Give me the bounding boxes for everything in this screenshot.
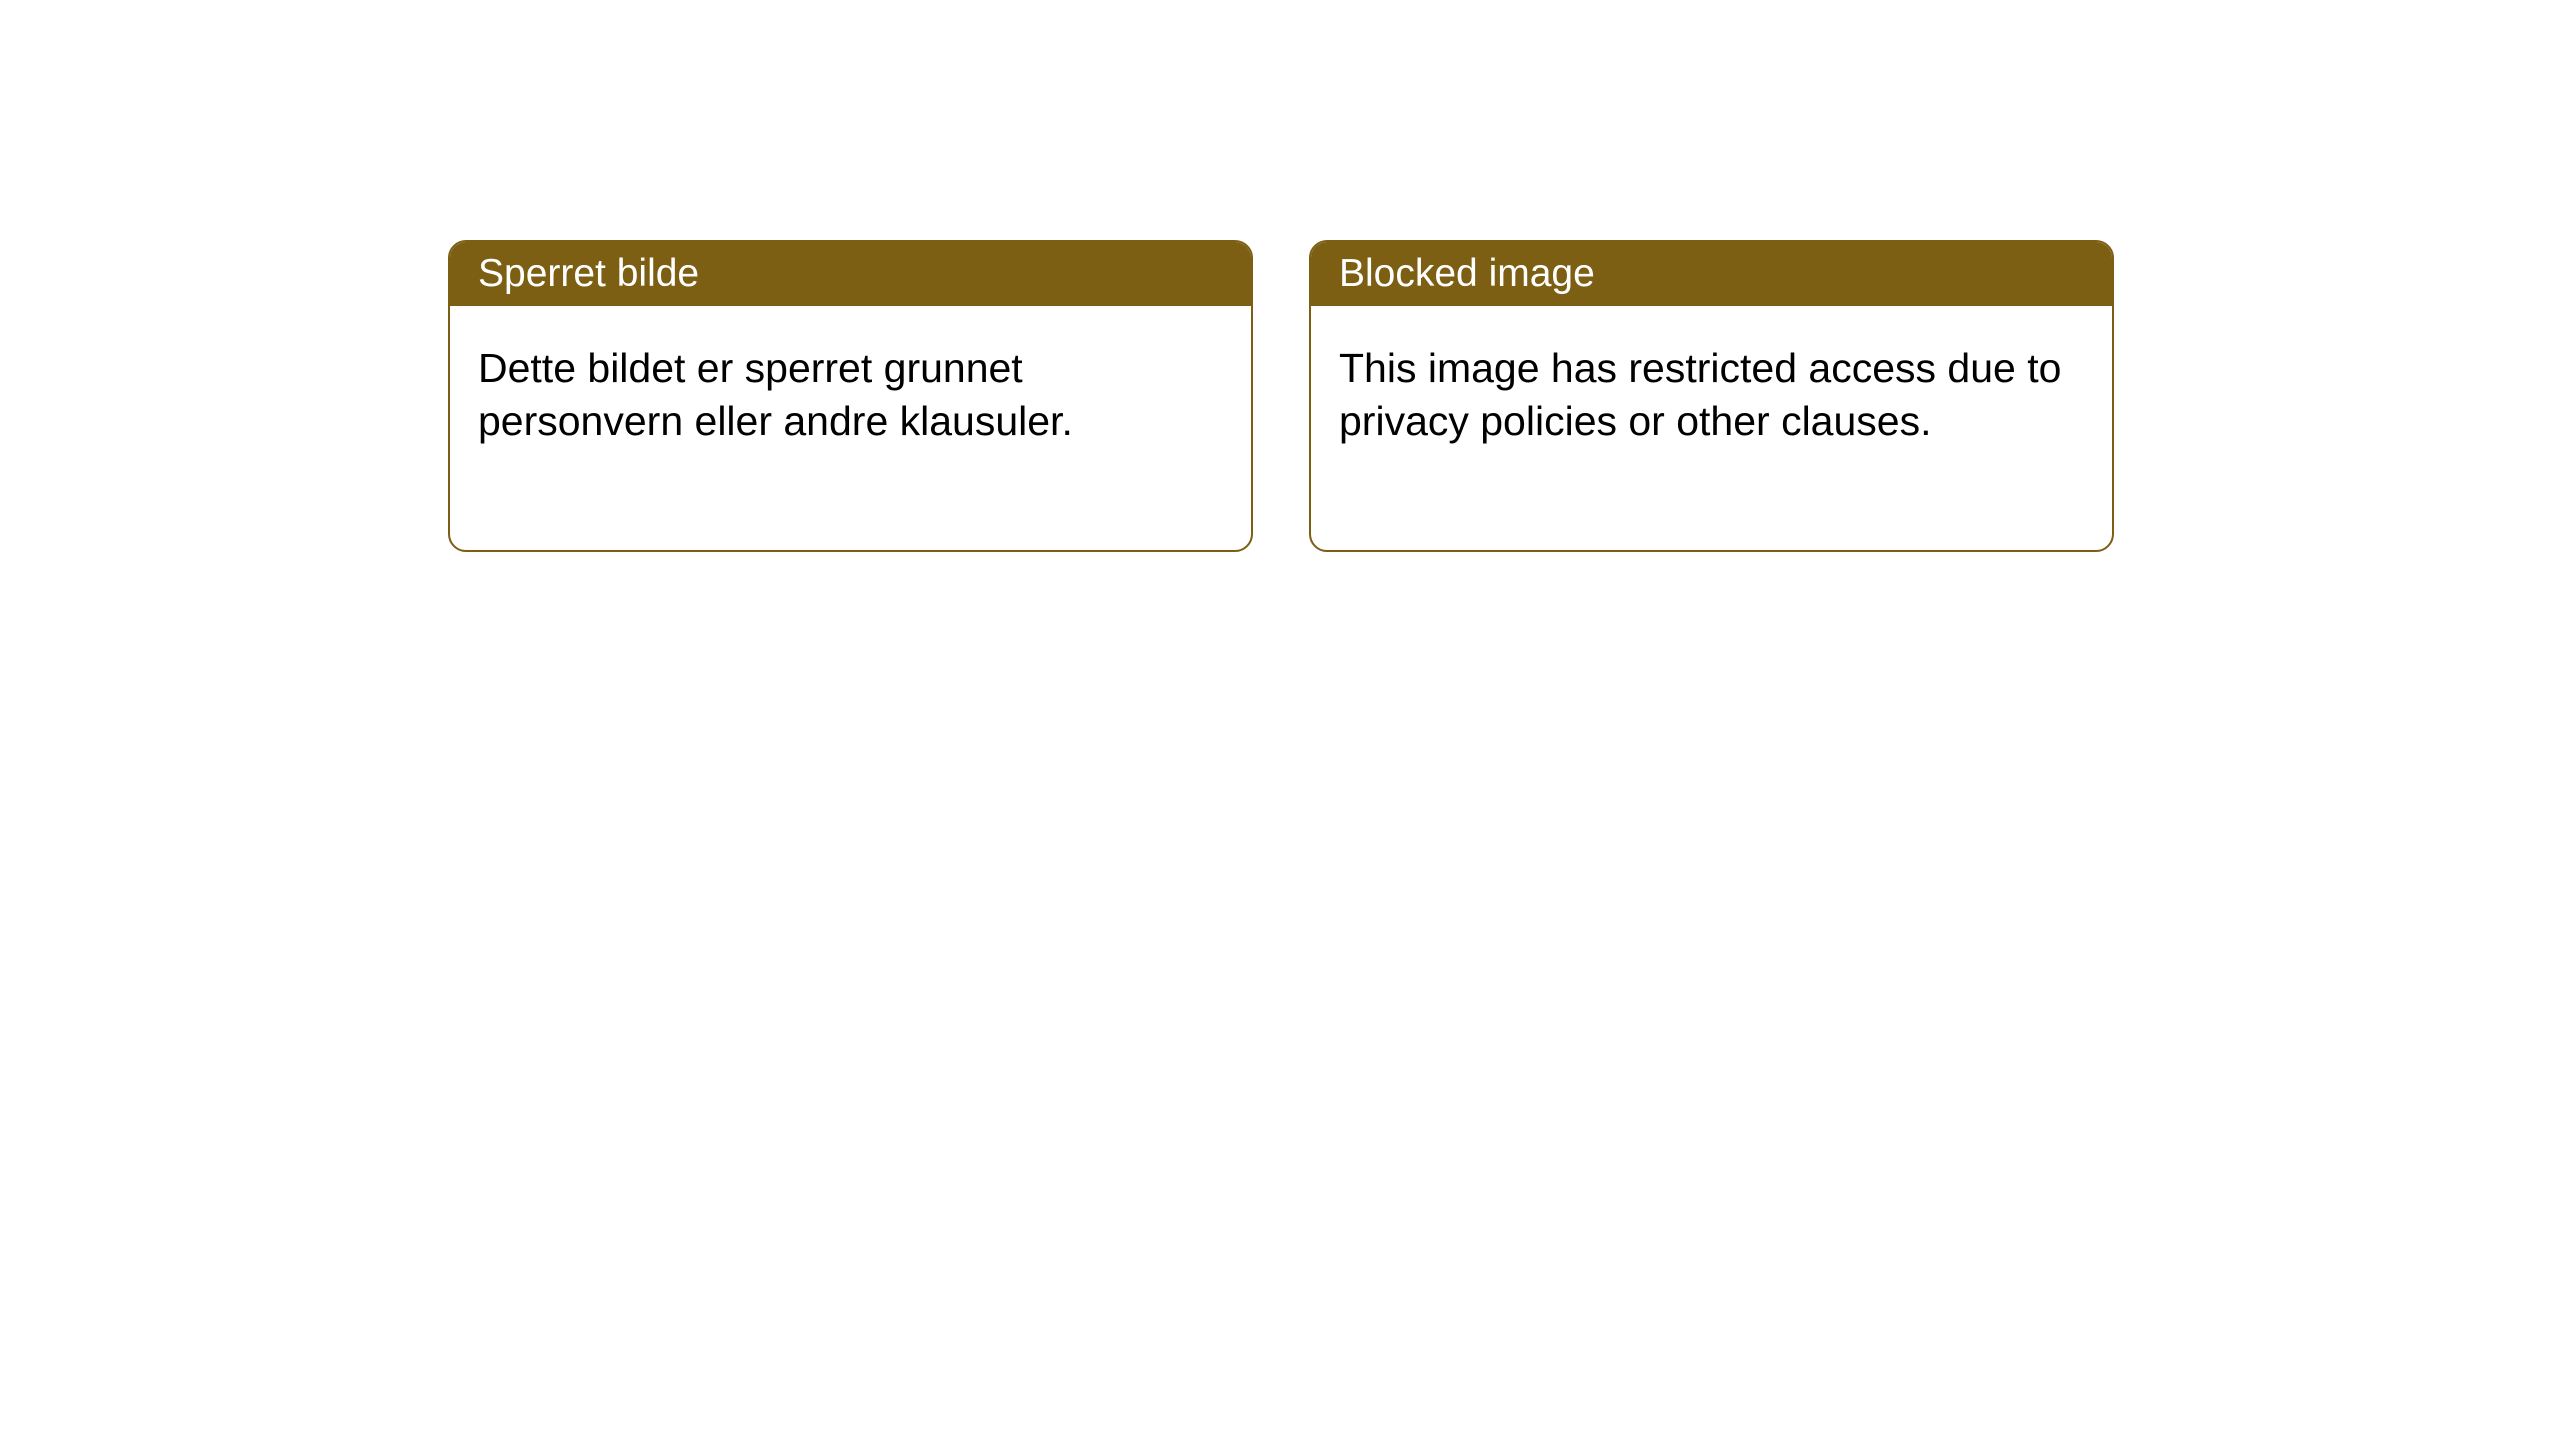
card-message: This image has restricted access due to … [1339, 345, 2061, 444]
card-body: This image has restricted access due to … [1311, 306, 2112, 550]
card-title: Blocked image [1339, 252, 1595, 295]
notice-card-norwegian: Sperret bilde Dette bildet er sperret gr… [448, 240, 1253, 552]
notice-container: Sperret bilde Dette bildet er sperret gr… [448, 240, 2114, 552]
card-header: Sperret bilde [450, 242, 1251, 306]
card-header: Blocked image [1311, 242, 2112, 306]
notice-card-english: Blocked image This image has restricted … [1309, 240, 2114, 552]
card-message: Dette bildet er sperret grunnet personve… [478, 345, 1073, 444]
card-title: Sperret bilde [478, 252, 699, 295]
card-body: Dette bildet er sperret grunnet personve… [450, 306, 1251, 550]
